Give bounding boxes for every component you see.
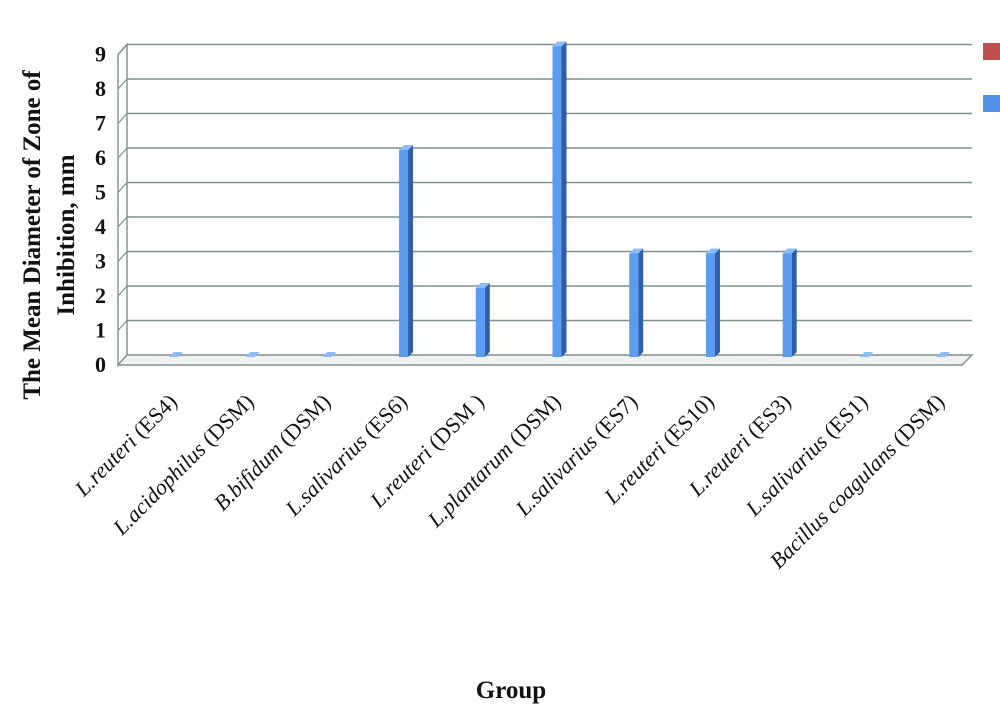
bar-top	[168, 352, 183, 357]
x-category-labels: L.reuteri (ES4)L.acidophilus (DSM)B.bifi…	[69, 389, 949, 573]
y-tick-labels: 0 1 2 3 4 5 6 7 8 9	[95, 42, 106, 378]
bar-front	[399, 150, 409, 358]
x-axis-title: Group	[476, 677, 546, 704]
y-tick-label: 2	[95, 283, 106, 308]
legend-swatch-blue	[983, 95, 1000, 112]
bar-top	[322, 352, 337, 357]
bar-top	[782, 248, 797, 254]
bar-side	[638, 248, 644, 357]
gridline-side	[117, 285, 128, 297]
bar-front	[629, 253, 639, 358]
y-tick-label: 5	[95, 180, 106, 205]
bar-front	[552, 46, 562, 358]
bar	[859, 352, 874, 358]
gridline-side	[117, 182, 128, 193]
bar-side	[714, 248, 720, 357]
gridline-side	[117, 113, 128, 124]
bar-top	[936, 352, 951, 357]
floor	[116, 354, 974, 366]
bar	[552, 41, 567, 358]
gridline-side	[117, 147, 128, 159]
y-tick-label: 0	[95, 352, 106, 377]
bar	[705, 248, 720, 358]
bar-side	[791, 248, 797, 357]
bar-top	[629, 248, 644, 254]
bar	[399, 145, 414, 358]
y-tick-label: 7	[95, 111, 106, 136]
bar-front	[705, 253, 715, 358]
bar-side	[484, 283, 490, 357]
y-axis-title: The Mean Diameter of Zone of Inhibition, …	[19, 70, 80, 400]
chart-plot-area	[116, 42, 974, 367]
bar-front	[475, 288, 485, 358]
bar-side	[408, 145, 414, 357]
chart-gridlines	[117, 43, 972, 331]
y-tick-label: 9	[95, 42, 106, 67]
bar	[782, 248, 797, 358]
y-tick-label: 4	[95, 214, 106, 239]
side-wall	[117, 42, 128, 367]
gridline-side	[117, 78, 128, 90]
gridline-side	[117, 44, 128, 55]
bar-front	[782, 253, 792, 358]
bar	[936, 352, 951, 358]
gridline-side	[117, 251, 128, 262]
y-tick-label: 6	[95, 145, 106, 170]
x-category-label: L.plantarum (DSM)	[422, 389, 566, 533]
bar	[322, 352, 337, 358]
bar	[629, 248, 644, 358]
bar-side	[561, 41, 567, 357]
bar-top	[399, 145, 414, 150]
bar	[245, 352, 260, 358]
chart-legend	[983, 43, 1000, 112]
bar-top	[475, 283, 490, 288]
bar	[475, 283, 490, 358]
y-tick-label: 3	[95, 249, 106, 274]
chart-bars	[168, 41, 951, 358]
bar-top	[705, 248, 720, 254]
bar-top	[245, 352, 260, 357]
bar-top	[552, 41, 567, 47]
gridline-side	[117, 216, 128, 228]
y-tick-label: 1	[95, 318, 106, 343]
gridline-side	[117, 320, 128, 331]
legend-swatch-red	[983, 43, 1000, 60]
bar-top	[859, 352, 874, 357]
y-tick-label: 8	[95, 76, 106, 101]
bar	[168, 352, 183, 358]
x-category-label: L.acidophilus (DSM)	[107, 389, 258, 540]
